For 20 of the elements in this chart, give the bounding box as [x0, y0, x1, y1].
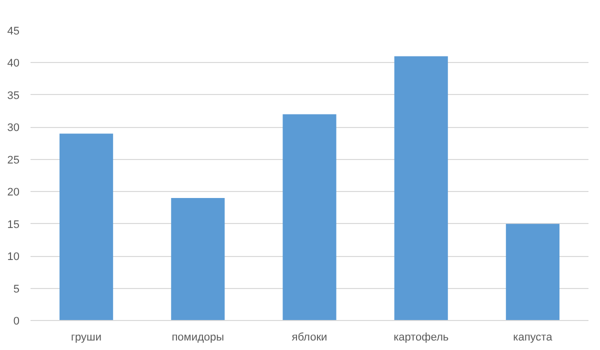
bar: [171, 198, 225, 320]
x-tick-label: капуста: [513, 332, 554, 344]
y-tick-label: 10: [7, 251, 20, 264]
y-tick-label: 20: [7, 186, 20, 199]
x-tick-label: помидоры: [172, 332, 224, 344]
y-tick-label: 15: [7, 218, 20, 231]
y-tick-label: 45: [7, 26, 20, 38]
bar: [506, 224, 560, 320]
y-tick-label: 0: [13, 316, 20, 328]
y-tick-label: 25: [7, 154, 20, 166]
y-tick-label: 40: [7, 58, 20, 70]
x-tick-label: картофель: [394, 332, 449, 344]
bar: [282, 114, 336, 320]
y-tick-label: 30: [7, 122, 20, 134]
x-tick-label: яблоки: [292, 332, 328, 344]
y-tick-label: 5: [13, 283, 20, 296]
y-tick-label: 35: [7, 90, 20, 102]
bar: [394, 56, 448, 320]
bar: [60, 134, 114, 320]
x-tick-label: груши: [71, 332, 102, 344]
